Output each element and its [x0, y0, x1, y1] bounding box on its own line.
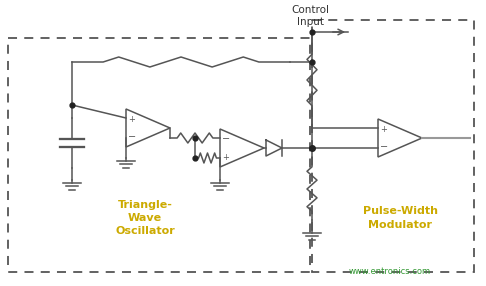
Text: +: + [223, 152, 229, 162]
Text: −: − [380, 142, 388, 152]
Text: Triangle-
Wave
Oscillator: Triangle- Wave Oscillator [115, 200, 175, 236]
Text: www.entronics.com: www.entronics.com [349, 267, 431, 277]
Text: +: + [381, 124, 387, 134]
Text: −: − [128, 132, 136, 142]
Text: Pulse-Width
Modulator: Pulse-Width Modulator [363, 206, 437, 230]
Text: +: + [129, 114, 136, 124]
Bar [8, 38, 310, 272]
Bar [312, 20, 474, 272]
Text: Control
Input: Control Input [291, 5, 329, 27]
Text: −: − [222, 134, 230, 144]
